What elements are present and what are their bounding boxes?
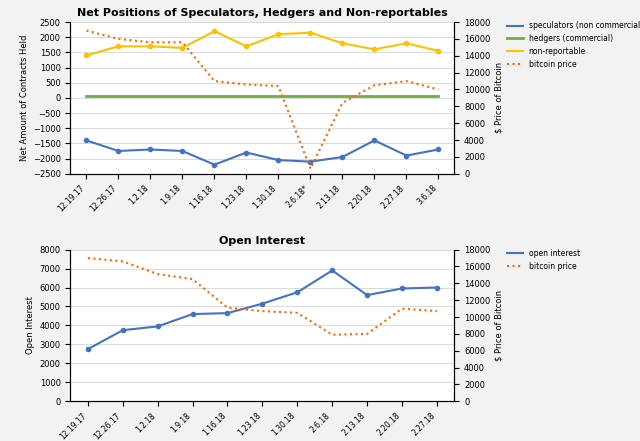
Y-axis label: Net Amount of Contracts Held: Net Amount of Contracts Held	[19, 35, 29, 161]
Y-axis label: $ Price of Bitcoin: $ Price of Bitcoin	[495, 290, 504, 361]
Legend: open interest, bitcoin price: open interest, bitcoin price	[504, 246, 583, 274]
Title: Open Interest: Open Interest	[220, 236, 305, 246]
Legend: speculators (non commercial), hedgers (commercial), non-reportable, bitcoin pric: speculators (non commercial), hedgers (c…	[504, 18, 640, 72]
Title: Net Positions of Speculators, Hedgers and Non-reportables: Net Positions of Speculators, Hedgers an…	[77, 8, 448, 19]
Y-axis label: Open Interest: Open Interest	[26, 296, 35, 355]
Y-axis label: $ Price of Bitcoin: $ Price of Bitcoin	[495, 62, 504, 134]
